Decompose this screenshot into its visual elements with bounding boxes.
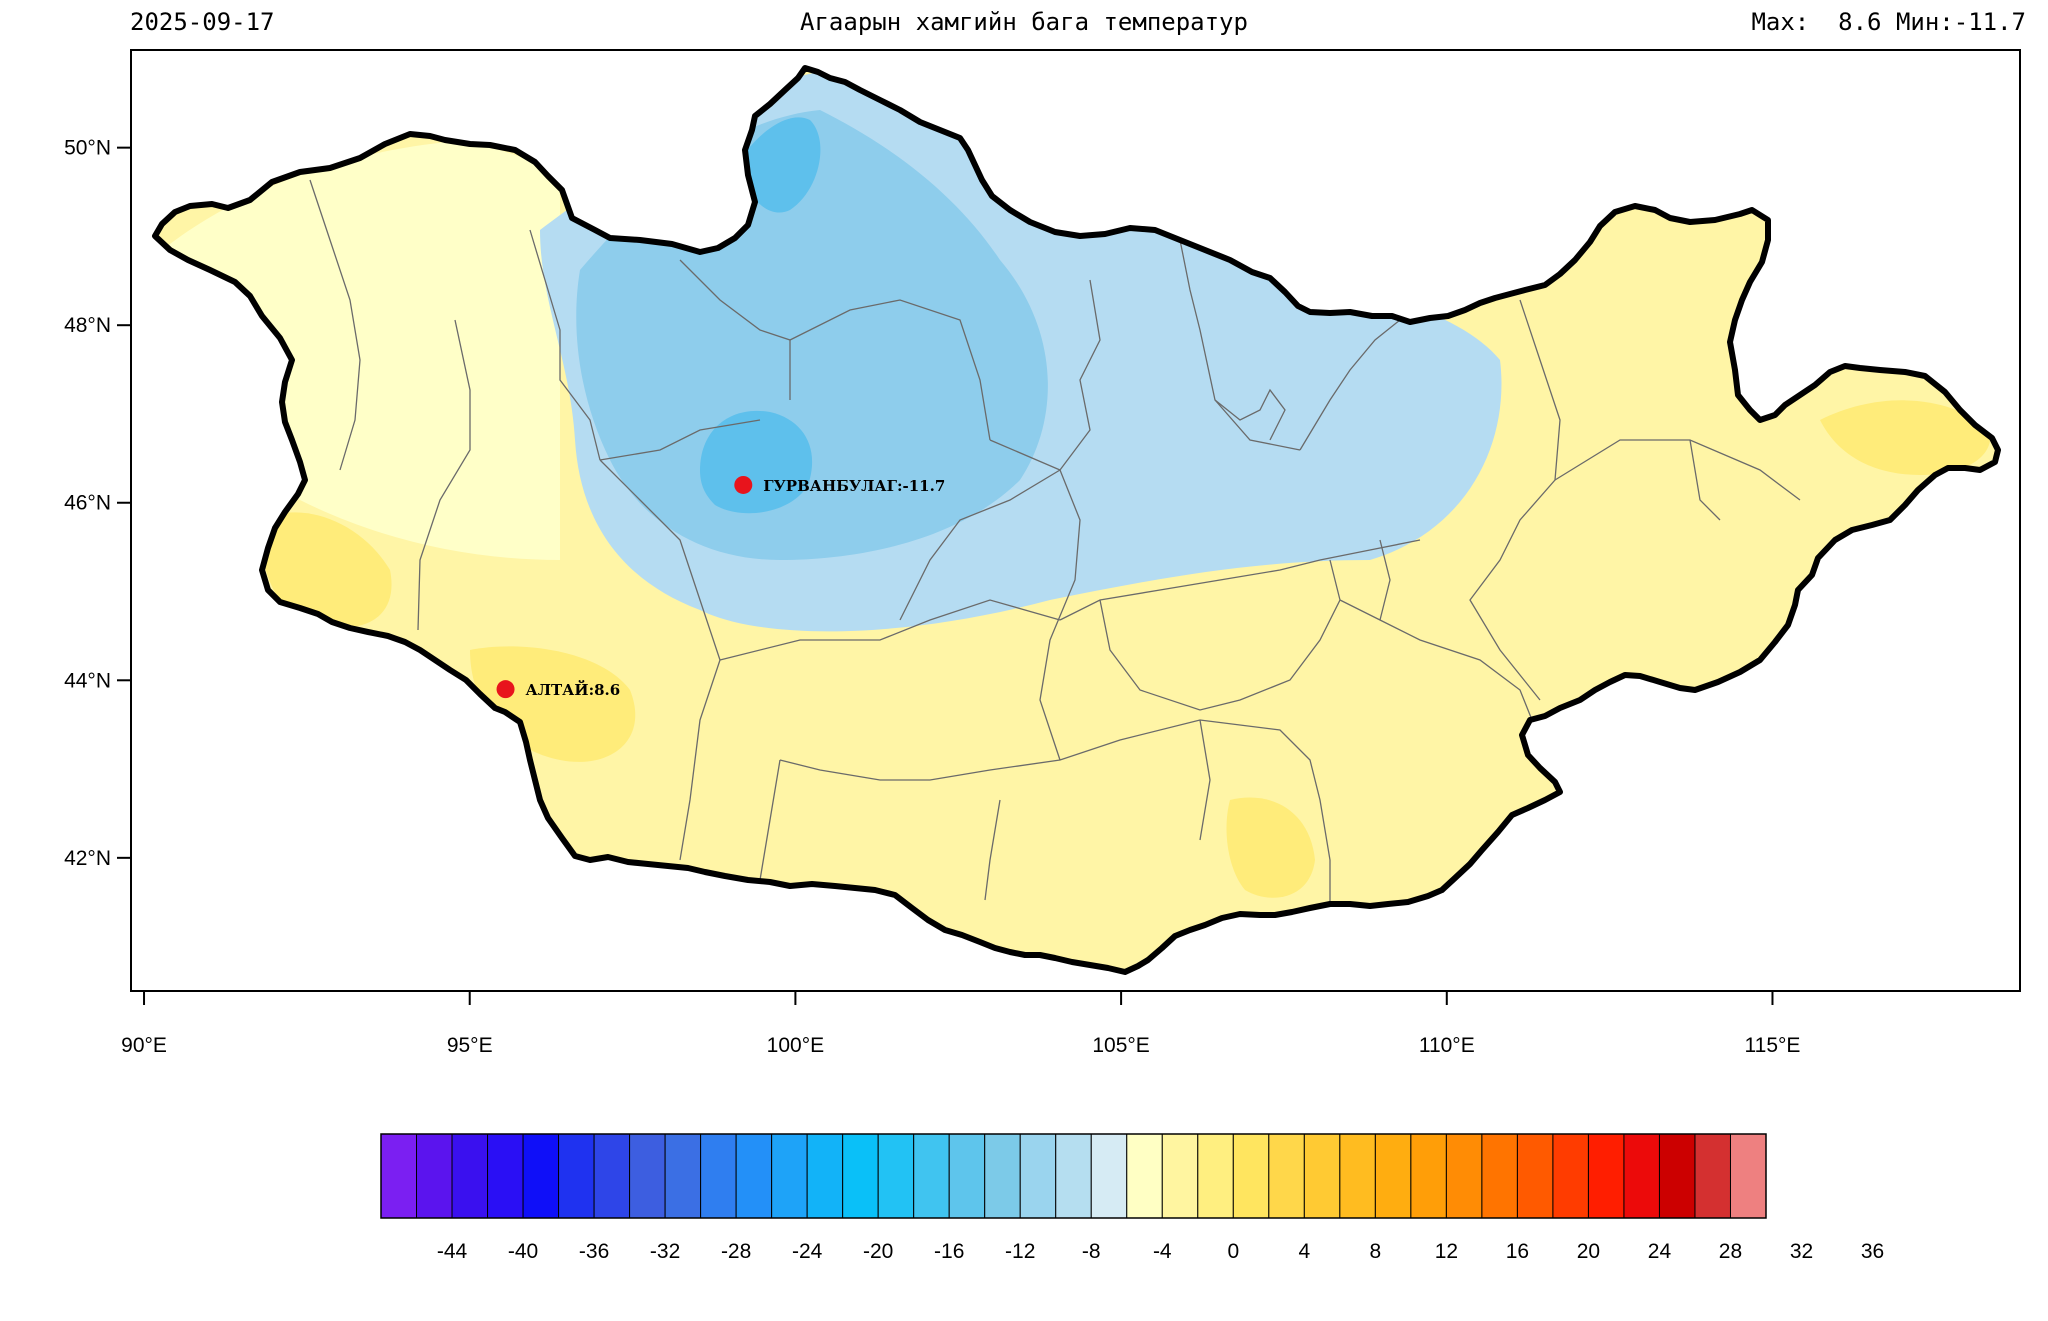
station-markers: ГУРВАНБУЛАГ:-11.7 АЛТАЙ:8.6 xyxy=(496,475,945,699)
colorbar-swatch xyxy=(558,1133,595,1219)
colorbar-tick-label: -20 xyxy=(863,1240,893,1263)
colorbar-swatch xyxy=(1410,1133,1447,1219)
colorbar-swatch xyxy=(664,1133,702,1219)
latitude-axis: 50°N 48°N 46°N 44°N 42°N xyxy=(64,137,131,870)
station-label: АЛТАЙ:8.6 xyxy=(526,680,621,699)
colorbar-swatch xyxy=(487,1133,524,1219)
colorbar: -44 -40 -36 -32 -28 -24 -20 -16 -12 -8 -4 0 4 8 12 16 20… xyxy=(380,1133,1884,1263)
max-min-stats: Max: 8.6 Мин:-11.7 xyxy=(1751,8,2026,36)
colorbar-tick-label: 8 xyxy=(1370,1240,1382,1263)
colorbar-swatch xyxy=(1019,1133,1057,1219)
colorbar-swatch xyxy=(522,1133,560,1219)
field-warm-east xyxy=(1820,400,1991,475)
station-dot xyxy=(496,680,515,699)
colorbar-swatch xyxy=(1623,1133,1660,1219)
lat-tick-label: 42°N xyxy=(64,847,111,870)
colorbar-tick-label: 0 xyxy=(1227,1240,1239,1263)
colorbar-frame xyxy=(380,1133,1767,1219)
colorbar-swatch xyxy=(771,1133,808,1219)
lon-tick-label: 105°E xyxy=(1092,1034,1149,1057)
colorbar-tick-label: -28 xyxy=(721,1240,751,1263)
colorbar-swatch xyxy=(1445,1133,1483,1219)
lat-tick-label: 50°N xyxy=(64,137,111,160)
station-dot xyxy=(734,475,753,494)
longitude-axis: 90°E 95°E 100°E 105°E 110°E 115°E xyxy=(121,991,1800,1057)
colorbar-swatch xyxy=(451,1133,489,1219)
colorbar-swatch xyxy=(735,1133,773,1219)
colorbar-swatch xyxy=(629,1133,666,1219)
colorbar-swatch xyxy=(1055,1133,1092,1219)
colorbar-swatch xyxy=(1339,1133,1376,1219)
colorbar-swatch xyxy=(593,1133,631,1219)
colorbar-tick-label: 4 xyxy=(1298,1240,1310,1263)
colorbar-swatch xyxy=(1481,1133,1518,1219)
colorbar-tick-label: -24 xyxy=(792,1240,823,1263)
lat-tick-label: 46°N xyxy=(64,492,111,515)
lon-tick-label: 100°E xyxy=(767,1034,824,1057)
colorbar-swatch xyxy=(1268,1133,1305,1219)
colorbar-tick-label: -12 xyxy=(1005,1240,1035,1263)
station-label: ГУРВАНБУЛАГ:-11.7 xyxy=(763,477,945,495)
colorbar-swatch xyxy=(806,1133,844,1219)
field-cold-core xyxy=(700,410,813,514)
lon-tick-label: 95°E xyxy=(447,1034,493,1057)
colorbar-tick-label: 36 xyxy=(1861,1240,1884,1263)
field-near-zero xyxy=(155,140,560,560)
colorbar-swatch xyxy=(1161,1133,1199,1219)
colorbar-tick-label: 12 xyxy=(1435,1240,1458,1263)
colorbar-tick-label: -44 xyxy=(437,1240,468,1263)
colorbar-swatch xyxy=(1729,1133,1767,1219)
colorbar-swatch xyxy=(1658,1133,1696,1219)
colorbar-tick-label: -32 xyxy=(650,1240,680,1263)
colorbar-tick-label: -4 xyxy=(1153,1240,1172,1263)
colorbar-swatch xyxy=(1197,1133,1234,1219)
province-boundaries xyxy=(309,179,1801,920)
colorbar-swatch xyxy=(1374,1133,1412,1219)
map-title: Агаарын хамгийн бага температур xyxy=(800,8,1248,36)
field-cold-north xyxy=(740,117,821,213)
lon-tick-label: 115°E xyxy=(1745,1034,1801,1057)
colorbar-tick-label: -36 xyxy=(579,1240,609,1263)
colorbar-tick-label: 28 xyxy=(1719,1240,1742,1263)
colorbar-swatch xyxy=(1516,1133,1554,1219)
colorbar-swatch xyxy=(913,1133,950,1219)
colorbar-swatch xyxy=(416,1133,453,1219)
field-warm-south xyxy=(1226,797,1315,898)
colorbar-swatch xyxy=(1232,1133,1270,1219)
colorbar-swatch xyxy=(1126,1133,1163,1219)
colorbar-tick-label: 16 xyxy=(1506,1240,1529,1263)
colorbar-tick-label: -40 xyxy=(508,1240,538,1263)
colorbar-swatch xyxy=(877,1133,915,1219)
colorbar-swatch xyxy=(948,1133,986,1219)
colorbar-swatch xyxy=(1552,1133,1589,1219)
lat-tick-label: 44°N xyxy=(64,669,111,692)
colorbar-swatch xyxy=(700,1133,737,1219)
colorbar-swatch xyxy=(1694,1133,1731,1219)
field-warm-southwest xyxy=(261,512,392,628)
colorbar-swatch xyxy=(1090,1133,1128,1219)
colorbar-tick-label: 32 xyxy=(1790,1240,1813,1263)
colorbar-tick-label: 24 xyxy=(1648,1240,1672,1263)
map-date: 2025-09-17 xyxy=(130,8,275,36)
lat-tick-label: 48°N xyxy=(64,314,111,337)
colorbar-swatch xyxy=(1303,1133,1341,1219)
colorbar-swatch xyxy=(380,1133,418,1219)
colorbar-swatch xyxy=(984,1133,1021,1219)
colorbar-tick-label: -8 xyxy=(1082,1240,1101,1263)
colorbar-tick-label: 20 xyxy=(1577,1240,1600,1263)
colorbar-swatch xyxy=(842,1133,879,1219)
colorbar-tick-label: -16 xyxy=(934,1240,964,1263)
colorbar-swatch xyxy=(1587,1133,1625,1219)
lon-tick-label: 110°E xyxy=(1419,1034,1475,1057)
lon-tick-label: 90°E xyxy=(121,1034,167,1057)
